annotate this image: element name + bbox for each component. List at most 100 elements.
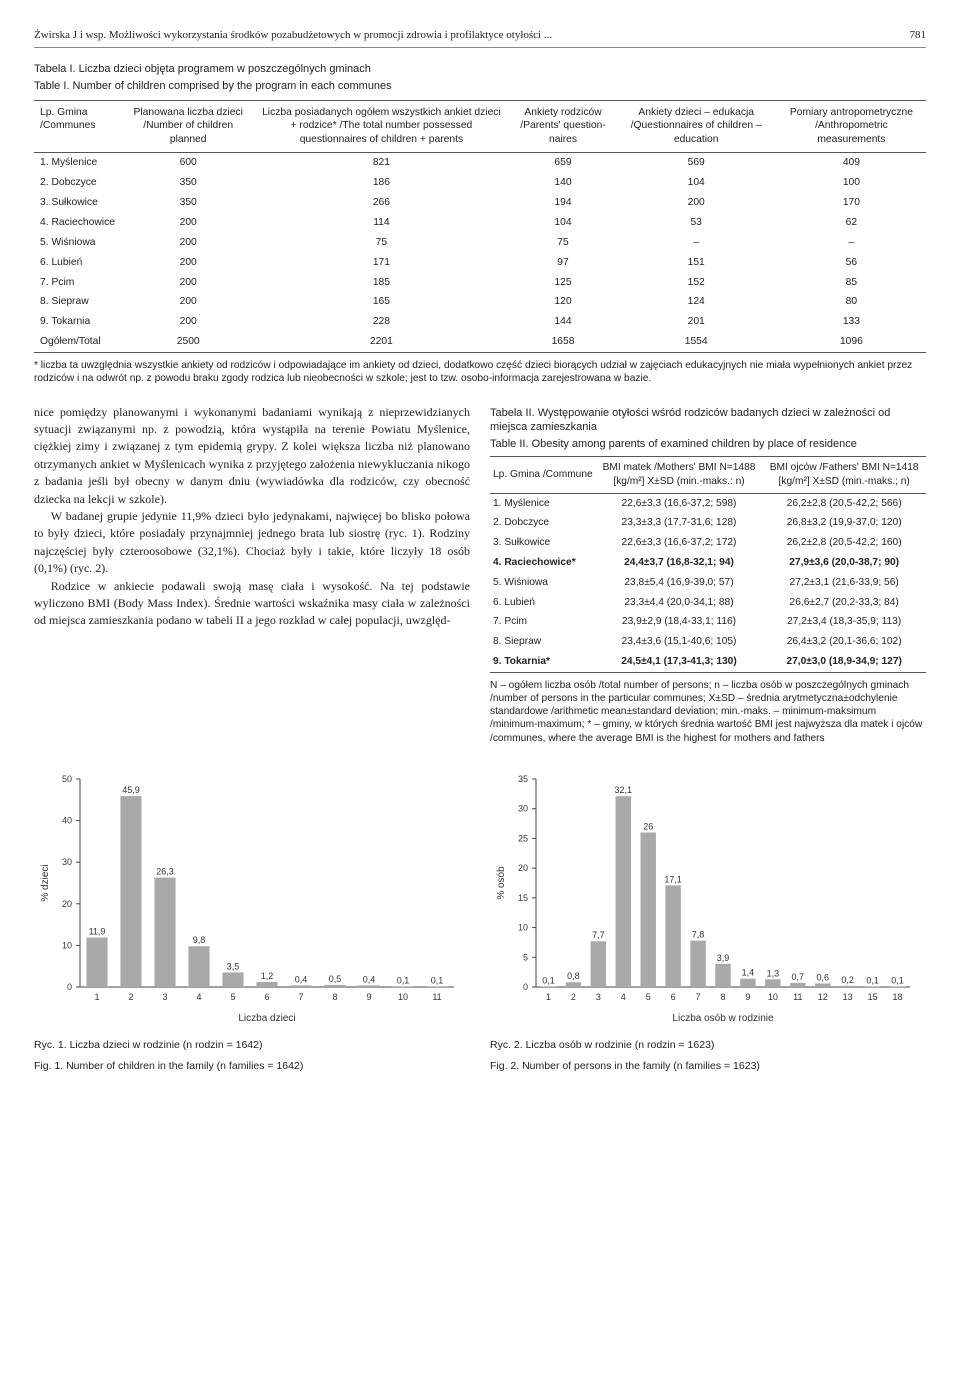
- svg-text:9: 9: [745, 992, 750, 1002]
- table1-caption-pl: Tabela I. Liczba dzieci objęta programem…: [34, 62, 926, 77]
- svg-text:26: 26: [643, 821, 653, 831]
- svg-text:0: 0: [523, 982, 528, 992]
- svg-text:5: 5: [230, 992, 235, 1002]
- t1-cell: 266: [252, 193, 510, 213]
- svg-text:1,2: 1,2: [261, 971, 274, 981]
- svg-text:13: 13: [843, 992, 853, 1002]
- t1-cell: 9. Tokarnia: [34, 312, 124, 332]
- svg-text:25: 25: [518, 833, 528, 843]
- t1-cell: 350: [124, 173, 252, 193]
- body-right-column: Tabela II. Występowanie otyłości wśród r…: [490, 404, 926, 745]
- t2-cell: 5. Wiśniowa: [490, 573, 596, 593]
- svg-text:9: 9: [366, 992, 371, 1002]
- t1-cell: 200: [124, 273, 252, 293]
- t1-cell: 194: [510, 193, 615, 213]
- t2-cell: 26,4±3,2 (20,1-36,6; 102): [762, 632, 926, 652]
- t2-cell: 26,8±3,2 (19,9-37,0; 120): [762, 513, 926, 533]
- table1: Lp. Gmina /Com­munesPlanowana liczba dzi…: [34, 100, 926, 354]
- t1-header: Ankiety rodziców /Parents' question­nair…: [510, 100, 615, 153]
- t2-cell: 23,3±4,4 (20,0-34,1; 88): [596, 593, 763, 613]
- svg-text:Liczba dzieci: Liczba dzieci: [238, 1013, 295, 1024]
- t2-cell: 27,9±3,6 (20,0-38,7; 90): [762, 553, 926, 573]
- t2-cell: 22,6±3,3 (16,6-37,2; 598): [596, 493, 763, 513]
- svg-text:0,4: 0,4: [295, 974, 308, 984]
- body-left-column: nice pomiędzy planowanymi i wykonanymi b…: [34, 404, 470, 745]
- svg-text:30: 30: [518, 804, 528, 814]
- t1-cell: 125: [510, 273, 615, 293]
- svg-text:7,8: 7,8: [692, 929, 705, 939]
- t2-h3: BMI matek /Mothers' BMI N=1488 [kg/m²] X…: [596, 457, 763, 494]
- t1-cell: 200: [616, 193, 777, 213]
- t1-total-cell: 1554: [616, 332, 777, 352]
- svg-text:17,1: 17,1: [664, 874, 682, 884]
- svg-text:18: 18: [893, 992, 903, 1002]
- t2-cell: 6. Lubień: [490, 593, 596, 613]
- svg-text:32,1: 32,1: [615, 785, 633, 795]
- t1-cell: 2. Dobczyce: [34, 173, 124, 193]
- svg-text:6: 6: [264, 992, 269, 1002]
- svg-text:9,8: 9,8: [193, 935, 206, 945]
- t1-cell: 75: [510, 233, 615, 253]
- svg-text:4: 4: [621, 992, 626, 1002]
- svg-text:Liczba osób w rodzinie: Liczba osób w rodzinie: [672, 1013, 774, 1024]
- t1-cell: 120: [510, 292, 615, 312]
- t1-cell: 56: [777, 253, 926, 273]
- t1-total-cell: 1658: [510, 332, 615, 352]
- svg-text:3,9: 3,9: [717, 953, 730, 963]
- t1-cell: 1. Myślenice: [34, 153, 124, 173]
- svg-text:0,1: 0,1: [866, 975, 879, 985]
- t2-h4: BMI ojców /Fathers' BMI N=1418 [kg/m²] X…: [762, 457, 926, 494]
- svg-text:30: 30: [62, 857, 72, 867]
- t1-header: Planowana liczba dzieci /Number of child…: [124, 100, 252, 153]
- svg-text:15: 15: [518, 893, 528, 903]
- svg-text:1,4: 1,4: [742, 967, 755, 977]
- t1-cell: 821: [252, 153, 510, 173]
- t1-cell: 6. Lubień: [34, 253, 124, 273]
- t1-cell: 133: [777, 312, 926, 332]
- t1-cell: 53: [616, 213, 777, 233]
- t1-cell: 152: [616, 273, 777, 293]
- page-number: 781: [910, 28, 927, 43]
- t2-cell: 26,6±2,7 (20,2-33,3; 84): [762, 593, 926, 613]
- svg-text:1: 1: [94, 992, 99, 1002]
- svg-text:% dzieci: % dzieci: [40, 864, 51, 901]
- t1-header: Liczba posiadanych ogółem wszystkich ank…: [252, 100, 510, 153]
- t1-cell: 8. Siepraw: [34, 292, 124, 312]
- t1-cell: 200: [124, 292, 252, 312]
- t2-cell: 8. Siepraw: [490, 632, 596, 652]
- t1-cell: 569: [616, 153, 777, 173]
- svg-text:20: 20: [518, 863, 528, 873]
- svg-text:4: 4: [196, 992, 201, 1002]
- svg-text:26,3: 26,3: [156, 866, 174, 876]
- svg-text:2: 2: [128, 992, 133, 1002]
- t1-cell: 151: [616, 253, 777, 273]
- t1-cell: 4. Raciechowice: [34, 213, 124, 233]
- svg-text:20: 20: [62, 899, 72, 909]
- t2-cell: 26,2±2,8 (20,5-42,2; 566): [762, 493, 926, 513]
- t1-cell: 600: [124, 153, 252, 173]
- t1-cell: 170: [777, 193, 926, 213]
- svg-text:35: 35: [518, 774, 528, 784]
- t1-cell: 659: [510, 153, 615, 173]
- svg-text:0,1: 0,1: [397, 975, 410, 985]
- t2-cell: 2. Dobczyce: [490, 513, 596, 533]
- t1-cell: 201: [616, 312, 777, 332]
- t1-total-cell: 2201: [252, 332, 510, 352]
- t1-cell: 171: [252, 253, 510, 273]
- t1-cell: 124: [616, 292, 777, 312]
- t1-cell: 5. Wiśniowa: [34, 233, 124, 253]
- body-p3: Rodzice w ankiecie podawali swoją masę c…: [34, 578, 470, 630]
- t2-cell: 27,0±3,0 (18,9-34,9; 127): [762, 652, 926, 672]
- svg-text:% osób: % osób: [496, 866, 507, 900]
- svg-text:5: 5: [523, 952, 528, 962]
- svg-text:0,4: 0,4: [363, 974, 376, 984]
- t1-cell: 200: [124, 213, 252, 233]
- t1-cell: 104: [616, 173, 777, 193]
- svg-text:0,1: 0,1: [431, 975, 444, 985]
- svg-text:0,2: 0,2: [841, 975, 854, 985]
- t1-cell: 114: [252, 213, 510, 233]
- svg-text:3: 3: [596, 992, 601, 1002]
- t1-total-cell: 1096: [777, 332, 926, 352]
- chart2-caption-en: Fig. 2. Number of persons in the family …: [490, 1059, 926, 1073]
- svg-text:12: 12: [818, 992, 828, 1002]
